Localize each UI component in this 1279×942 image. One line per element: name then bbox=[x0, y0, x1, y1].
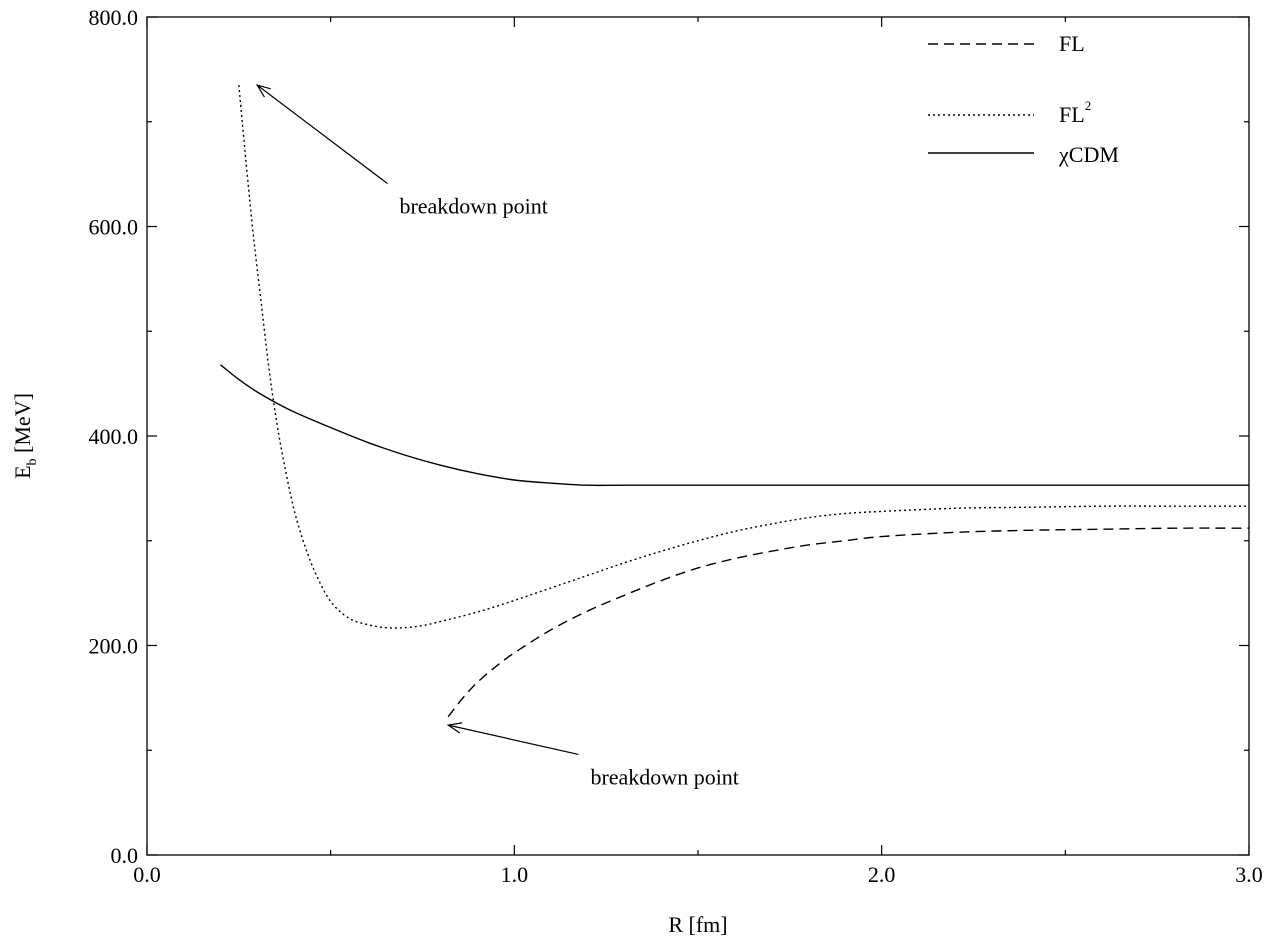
series-fl2 bbox=[238, 85, 1249, 629]
axis-ticks: 0.0 1.0 2.0 3.0 0.0 200.0 400.0 600.0 800.0 bbox=[89, 5, 1263, 887]
annotations: breakdown point breakdown point bbox=[255, 84, 739, 789]
annotation-label: breakdown point bbox=[399, 194, 547, 219]
annotation-label: breakdown point bbox=[590, 764, 738, 789]
x-tick-label: 1.0 bbox=[501, 862, 529, 887]
y-tick-label: 400.0 bbox=[89, 424, 139, 449]
legend-label-fl2: FL2 bbox=[1059, 98, 1091, 127]
annotation-arrow bbox=[448, 724, 579, 756]
annotation-arrowhead bbox=[255, 84, 271, 98]
legend-label-fl2-sup: 2 bbox=[1085, 98, 1092, 113]
y-tick-label: 800.0 bbox=[89, 5, 139, 30]
x-tick-label: 0.0 bbox=[133, 862, 161, 887]
y-axis-label-main: E bbox=[10, 465, 35, 478]
annotation-arrowhead bbox=[446, 722, 463, 734]
x-tick-label: 3.0 bbox=[1235, 862, 1263, 887]
series-layer bbox=[220, 85, 1250, 718]
legend-label-fl2-main: FL bbox=[1059, 102, 1085, 127]
y-tick-label: 200.0 bbox=[89, 634, 139, 659]
x-axis-label: R [fm] bbox=[668, 912, 727, 937]
y-axis-label: Eb [MeV] bbox=[10, 393, 40, 479]
legend: FL FL2 χCDM bbox=[928, 31, 1119, 167]
legend-label-fl: FL bbox=[1059, 31, 1085, 56]
y-tick-label: 0.0 bbox=[111, 843, 139, 868]
y-tick-label: 600.0 bbox=[89, 215, 139, 240]
series-chicdm bbox=[220, 364, 1249, 487]
annotation-arrow bbox=[256, 84, 388, 185]
y-axis-label-rest: [MeV] bbox=[10, 393, 35, 458]
x-tick-label: 2.0 bbox=[868, 862, 896, 887]
legend-label-chicdm: χCDM bbox=[1058, 142, 1119, 167]
y-axis-label-sub: b bbox=[25, 458, 40, 465]
series-fl bbox=[447, 527, 1250, 718]
